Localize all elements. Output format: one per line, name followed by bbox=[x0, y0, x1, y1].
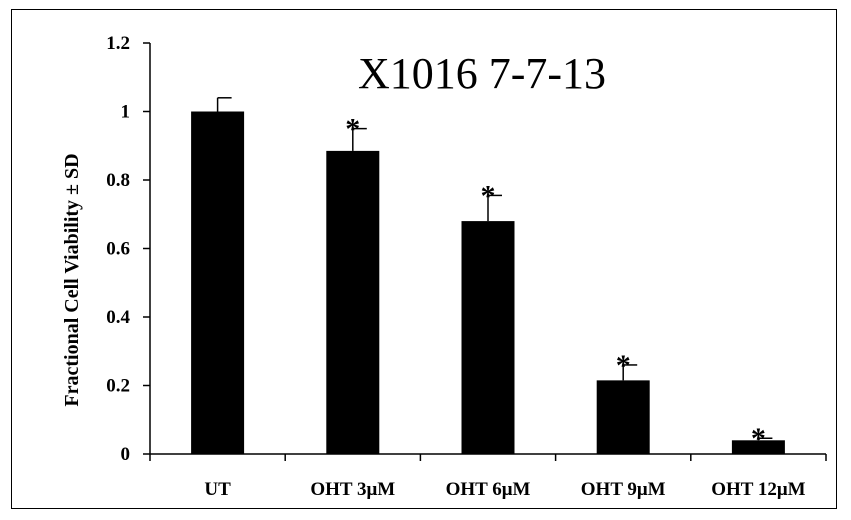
bar bbox=[461, 221, 515, 454]
chart-title: X1016 7-7-13 bbox=[358, 49, 606, 98]
y-tick-label: 0.6 bbox=[106, 239, 130, 260]
y-tick-label: 1.2 bbox=[106, 33, 130, 54]
y-tick-label: 0 bbox=[121, 444, 131, 465]
x-tick-label: OHT 3μM bbox=[310, 479, 395, 500]
y-tick-label: 0.4 bbox=[106, 307, 130, 328]
x-tick-label: OHT 12μM bbox=[711, 479, 805, 500]
y-axis-label: Fractional Cell Viability ± SD bbox=[61, 153, 83, 406]
y-tick-label: 0.8 bbox=[106, 170, 130, 191]
significance-marker: * bbox=[345, 113, 360, 146]
x-tick-label: UT bbox=[204, 479, 231, 500]
y-tick-label: 0.2 bbox=[106, 376, 130, 397]
bar bbox=[191, 111, 245, 454]
y-tick-label: 1 bbox=[121, 102, 131, 123]
x-tick-label: OHT 9μM bbox=[581, 479, 666, 500]
bar bbox=[596, 380, 650, 454]
significance-marker: * bbox=[616, 349, 631, 382]
bar bbox=[326, 150, 380, 454]
chart-frame bbox=[11, 9, 837, 509]
bar bbox=[731, 440, 785, 454]
significance-marker: * bbox=[751, 422, 766, 455]
x-tick-label: OHT 6μM bbox=[446, 479, 531, 500]
significance-marker: * bbox=[481, 179, 496, 212]
